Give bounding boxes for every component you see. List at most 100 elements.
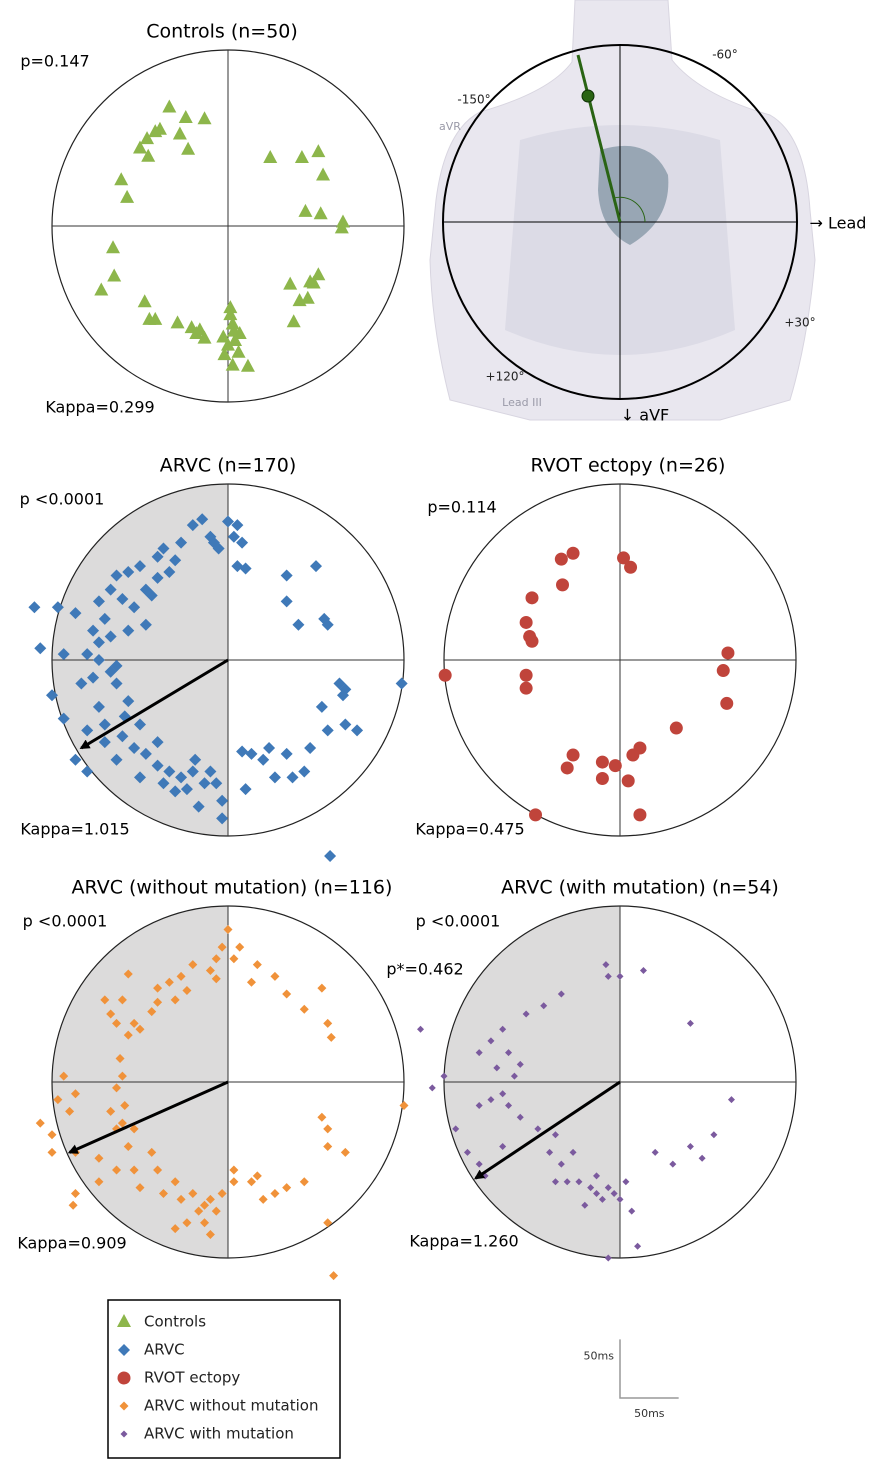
point	[300, 1177, 309, 1186]
point	[198, 111, 212, 124]
point	[270, 1189, 279, 1198]
point	[287, 771, 299, 783]
p-value: p=0.147	[20, 52, 89, 71]
kappa: Kappa=0.475	[415, 820, 524, 839]
point	[687, 1143, 694, 1150]
point	[351, 724, 363, 736]
point	[298, 204, 312, 217]
chart-title: ARVC (without mutation) (n=116)	[72, 877, 393, 899]
point	[721, 646, 734, 659]
panel: ARVC (with mutation) (n=54)p <0.0001 p*=0…	[386, 877, 796, 1262]
point	[717, 664, 730, 677]
point	[652, 1149, 659, 1156]
point	[281, 748, 293, 760]
point	[314, 206, 328, 219]
point	[253, 960, 262, 969]
point	[439, 669, 452, 682]
point	[181, 142, 195, 155]
point	[609, 759, 622, 772]
diagram-label: Lead III	[502, 396, 542, 409]
point	[323, 1124, 332, 1133]
kappa: Kappa=0.909	[17, 1234, 126, 1253]
point	[323, 1218, 332, 1227]
point	[327, 1033, 336, 1042]
point	[247, 978, 256, 987]
point	[417, 1026, 424, 1033]
point	[138, 294, 152, 307]
point	[626, 749, 639, 762]
chart-title: ARVC (n=170)	[160, 455, 297, 477]
diagram-label: → Lead	[810, 214, 867, 233]
lead-dot	[582, 90, 594, 102]
point	[329, 1271, 338, 1280]
diagram-label: +30°	[784, 316, 815, 330]
point	[173, 126, 187, 139]
point	[520, 616, 533, 629]
point	[257, 754, 269, 766]
point	[622, 774, 635, 787]
point	[69, 1201, 78, 1210]
p-value: p <0.0001	[416, 912, 501, 931]
diagram-label: ↓ aVF	[621, 406, 669, 425]
point	[633, 808, 646, 821]
chart-title: ARVC (with mutation) (n=54)	[501, 877, 779, 899]
point	[341, 1148, 350, 1157]
point	[114, 172, 128, 185]
diagram-label: -150°	[457, 93, 490, 107]
panel: RVOT ectopy (n=26)p=0.114Kappa=0.475	[415, 455, 796, 839]
kappa: Kappa=1.260	[409, 1232, 518, 1251]
diagram-label: +120°	[486, 370, 525, 384]
point	[429, 1084, 436, 1091]
point	[241, 359, 255, 372]
point	[120, 190, 134, 203]
point	[520, 669, 533, 682]
point	[720, 697, 733, 710]
point	[634, 1243, 641, 1250]
point	[300, 1005, 309, 1014]
legend-label: ARVC without mutation	[144, 1397, 318, 1415]
point	[171, 315, 185, 328]
point	[229, 1177, 238, 1186]
point	[687, 1020, 694, 1027]
point	[640, 967, 647, 974]
point	[282, 1183, 291, 1192]
point	[240, 783, 252, 795]
point	[322, 724, 334, 736]
point	[287, 314, 301, 327]
point	[223, 300, 237, 313]
point	[245, 748, 257, 760]
diagram-label: aVR	[439, 120, 461, 133]
point	[567, 547, 580, 560]
point	[316, 168, 330, 181]
point	[699, 1155, 706, 1162]
point	[247, 1177, 256, 1186]
p-star: p*=0.462	[386, 960, 463, 979]
point	[94, 283, 108, 296]
legend-label: RVOT ectopy	[144, 1369, 240, 1387]
point	[628, 1208, 635, 1215]
point	[556, 578, 569, 591]
point	[317, 1113, 326, 1122]
legend-label: ARVC	[144, 1341, 185, 1359]
panel: ARVC (without mutation) (n=116)p <0.0001…	[17, 877, 408, 1281]
point	[316, 701, 328, 713]
scale-bar	[620, 1339, 679, 1398]
point	[263, 150, 277, 163]
panel: ARVC (n=170)p <0.0001Kappa=1.015	[20, 455, 408, 862]
point	[281, 570, 293, 582]
point	[162, 99, 176, 112]
chart-title: Controls (n=50)	[146, 21, 298, 43]
point	[304, 742, 316, 754]
point	[253, 1171, 262, 1180]
point	[339, 719, 351, 731]
point	[263, 742, 275, 754]
panel: Controls (n=50)p=0.147Kappa=0.299	[20, 21, 404, 417]
point	[236, 746, 248, 758]
legend-label: ARVC with mutation	[144, 1425, 294, 1443]
point	[48, 1130, 57, 1139]
point	[259, 1195, 268, 1204]
diagram-label: -60°	[712, 48, 738, 62]
point	[526, 635, 539, 648]
point	[400, 1101, 409, 1110]
point	[526, 591, 539, 604]
